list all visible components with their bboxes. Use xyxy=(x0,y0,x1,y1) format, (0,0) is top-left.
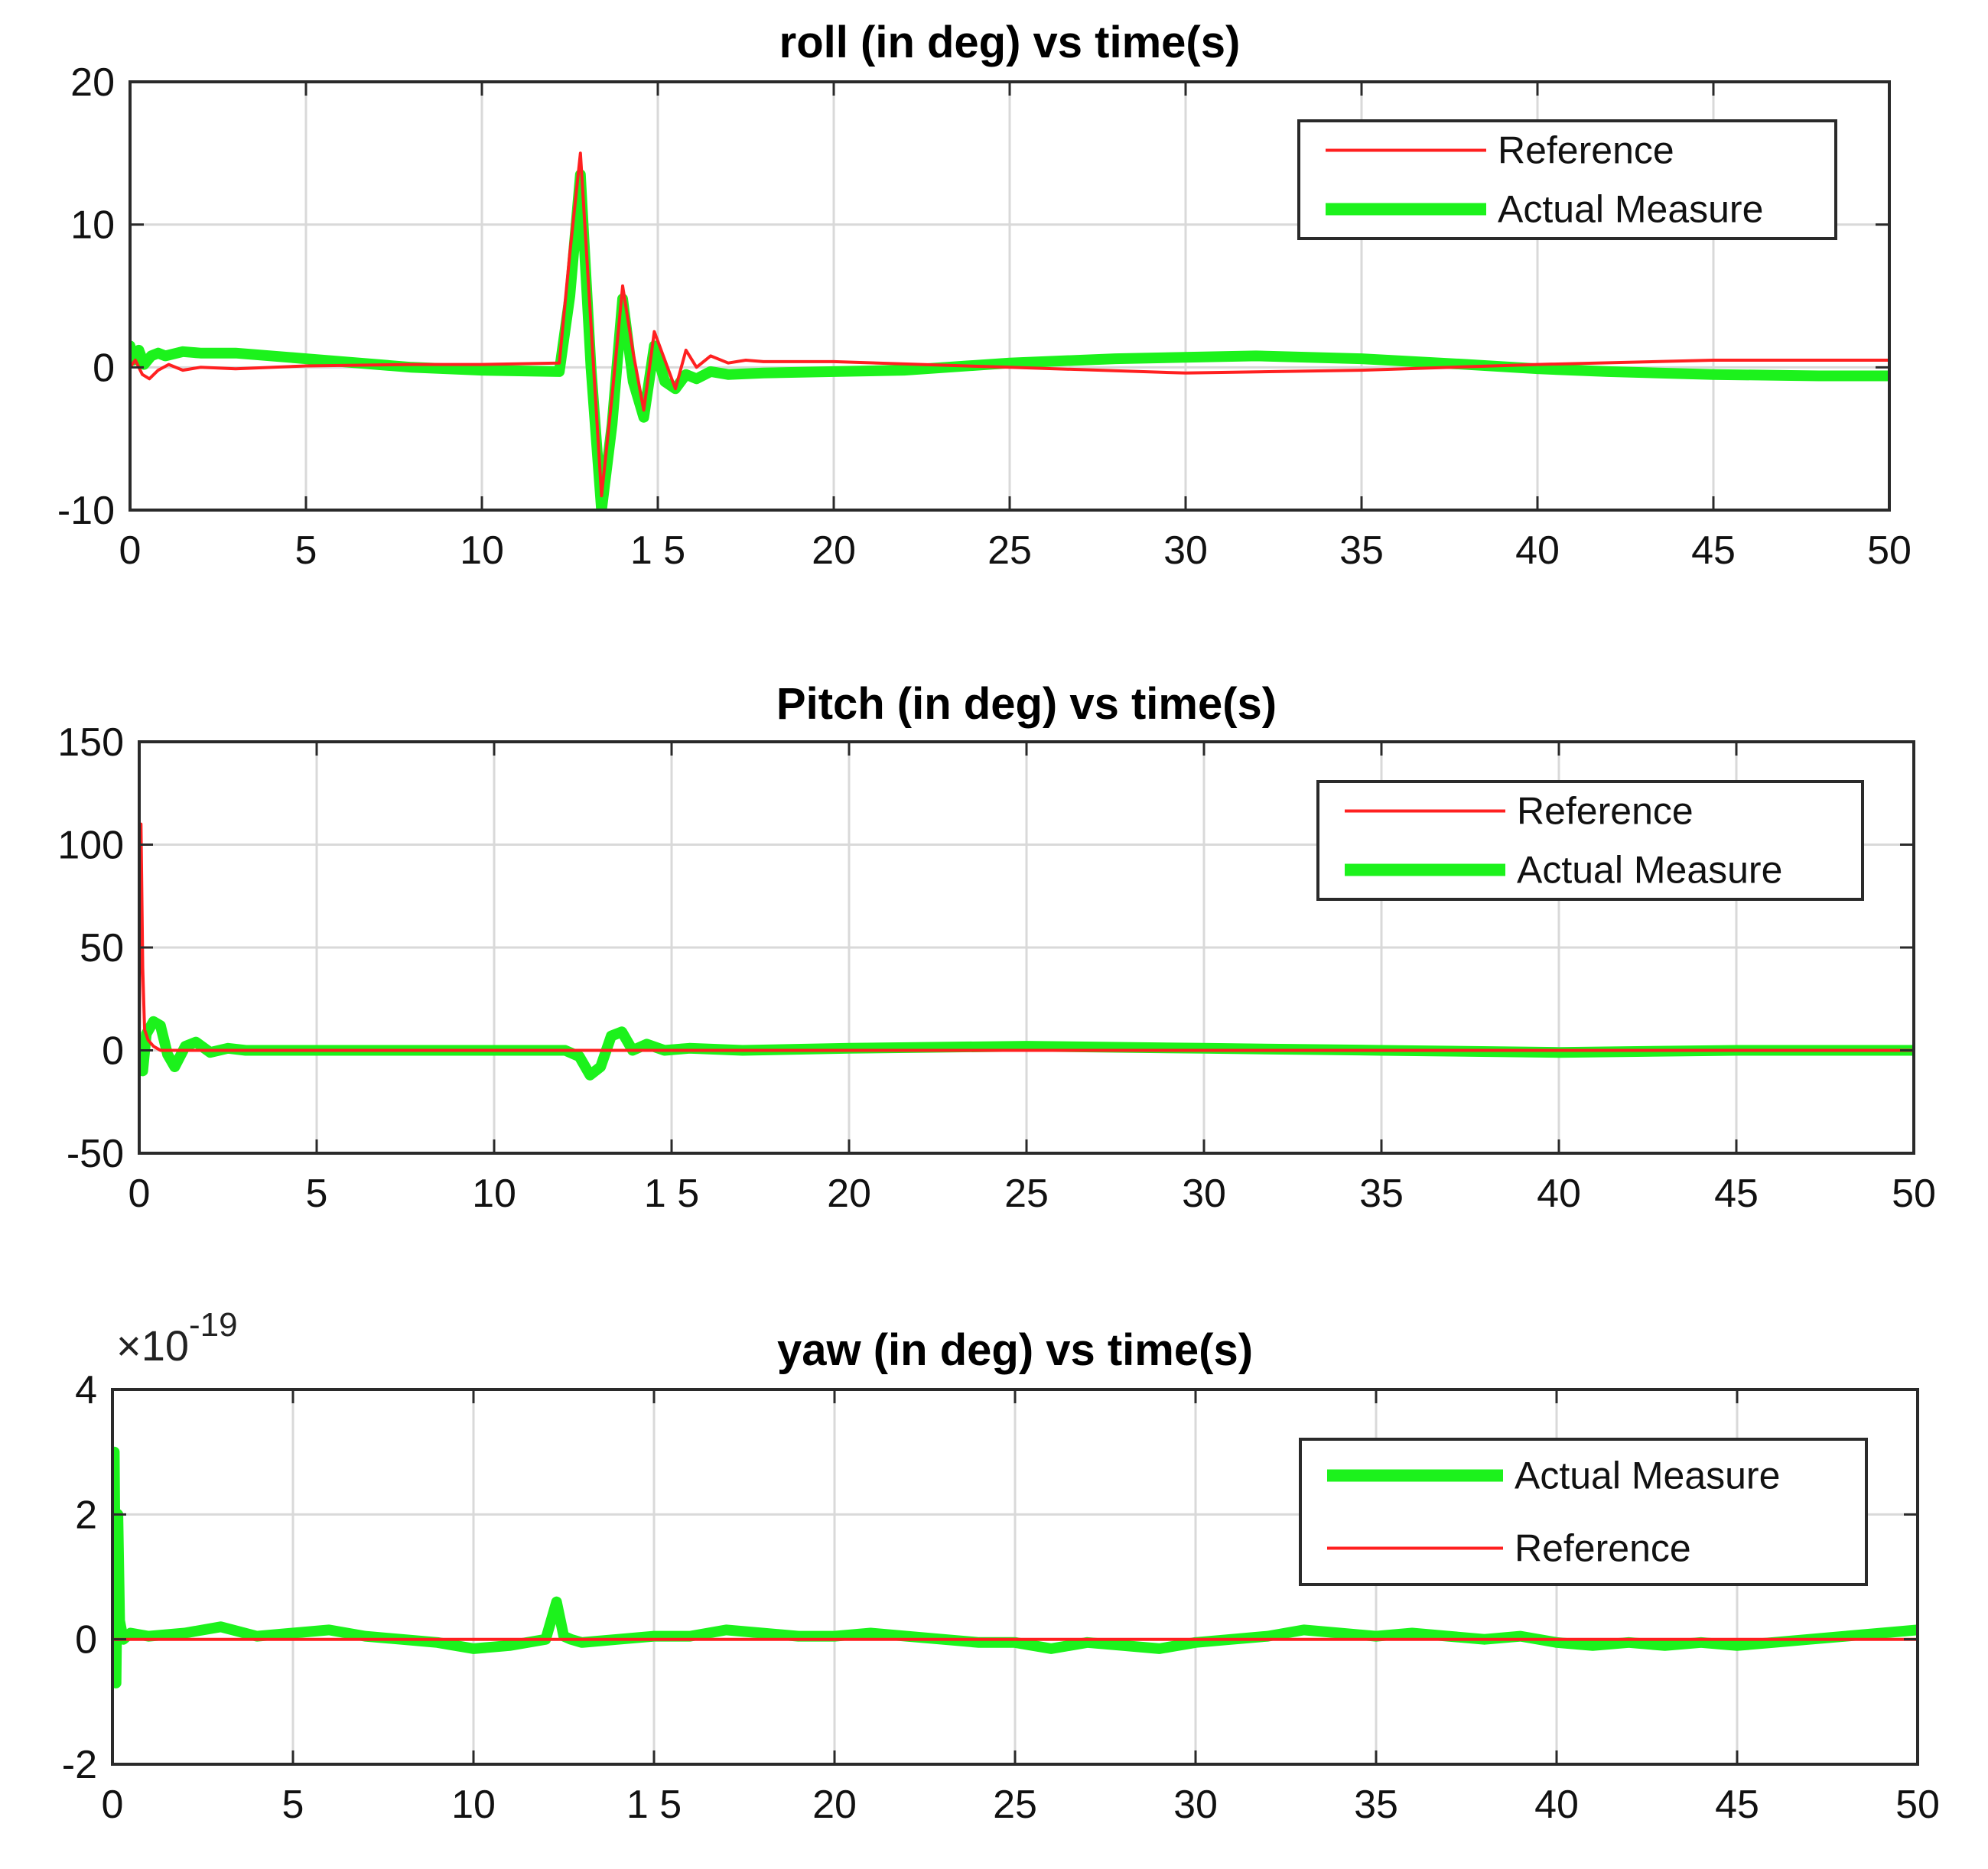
legend-label: Actual Measure xyxy=(1517,849,1782,892)
x-tick-label: 0 xyxy=(119,528,142,573)
x-tick-label: 5 xyxy=(295,528,317,573)
x-tick-label: 40 xyxy=(1515,528,1560,573)
y-tick-label: -50 xyxy=(67,1132,124,1176)
x-tick-label: 30 xyxy=(1163,528,1208,573)
x-tick-label: 5 xyxy=(306,1172,328,1216)
legend-box xyxy=(1297,119,1837,240)
x-tick-label: 45 xyxy=(1715,1783,1759,1827)
x-tick-label: 45 xyxy=(1691,528,1736,573)
legend-label: Actual Measure xyxy=(1498,188,1763,231)
legend-label: Reference xyxy=(1498,129,1674,172)
x-tick-label: 1 5 xyxy=(626,1783,682,1827)
y-tick-label: 50 xyxy=(80,926,124,970)
x-tick-label: 25 xyxy=(987,528,1032,573)
x-tick-label: 30 xyxy=(1182,1172,1226,1216)
y-tick-label: 0 xyxy=(75,1618,97,1663)
legend-label: Reference xyxy=(1517,790,1694,833)
y-tick-label: 100 xyxy=(57,824,124,868)
legend-label: Reference xyxy=(1515,1527,1691,1570)
x-tick-label: 25 xyxy=(1004,1172,1049,1216)
x-tick-label: 0 xyxy=(129,1172,151,1216)
series-line-actual-measure xyxy=(112,1446,1918,1689)
series-line-reference xyxy=(139,822,1914,1052)
y-tick-label: 0 xyxy=(102,1029,124,1074)
y-tick-label: 20 xyxy=(70,60,115,105)
x-tick-label: 40 xyxy=(1537,1172,1581,1216)
legend-box xyxy=(1316,780,1864,901)
x-tick-label: 10 xyxy=(460,528,504,573)
x-tick-label: 30 xyxy=(1173,1783,1218,1827)
chart-title: roll (in deg) vs time(s) xyxy=(779,18,1241,67)
y-tick-label: 0 xyxy=(93,346,115,390)
x-tick-label: 35 xyxy=(1354,1783,1398,1827)
y-tick-label: -10 xyxy=(57,489,115,533)
legend-box xyxy=(1299,1438,1868,1586)
x-tick-label: 10 xyxy=(451,1783,496,1827)
chart-title: Pitch (in deg) vs time(s) xyxy=(776,679,1277,729)
y-tick-label: 2 xyxy=(75,1493,97,1537)
series-line-actual-measure xyxy=(139,1016,1914,1081)
x-tick-label: 5 xyxy=(282,1783,304,1827)
x-tick-label: 50 xyxy=(1895,1783,1940,1827)
x-tick-label: 45 xyxy=(1714,1172,1759,1216)
legend-label: Actual Measure xyxy=(1515,1455,1780,1497)
x-tick-label: 10 xyxy=(472,1172,516,1216)
x-tick-label: 50 xyxy=(1892,1172,1936,1216)
series-line-actual-measure xyxy=(130,169,1889,510)
x-tick-label: 50 xyxy=(1867,528,1912,573)
legend: Reference Actual Measure xyxy=(1297,119,1837,240)
chart-title: yaw (in deg) vs time(s) xyxy=(777,1325,1253,1375)
x-tick-label: 1 5 xyxy=(644,1172,699,1216)
x-tick-label: 20 xyxy=(812,1783,857,1827)
x-tick-label: 0 xyxy=(102,1783,124,1827)
y-tick-label: 150 xyxy=(57,720,124,765)
series-line-reference xyxy=(130,151,1889,498)
x-tick-label: 35 xyxy=(1359,1172,1404,1216)
x-tick-label: 35 xyxy=(1339,528,1384,573)
legend: Reference Actual Measure xyxy=(1316,780,1864,901)
legend: Actual Measure Reference xyxy=(1299,1438,1868,1586)
axis-exponent-label: ×10-19 xyxy=(116,1306,238,1370)
y-tick-label: -2 xyxy=(62,1743,97,1787)
x-tick-label: 20 xyxy=(827,1172,871,1216)
axis-exponent-power: -19 xyxy=(189,1306,238,1344)
y-tick-label: 10 xyxy=(70,203,115,248)
x-tick-label: 40 xyxy=(1534,1783,1579,1827)
x-tick-label: 25 xyxy=(993,1783,1037,1827)
x-tick-label: 20 xyxy=(812,528,856,573)
x-tick-label: 1 5 xyxy=(630,528,685,573)
y-tick-label: 4 xyxy=(75,1368,97,1412)
